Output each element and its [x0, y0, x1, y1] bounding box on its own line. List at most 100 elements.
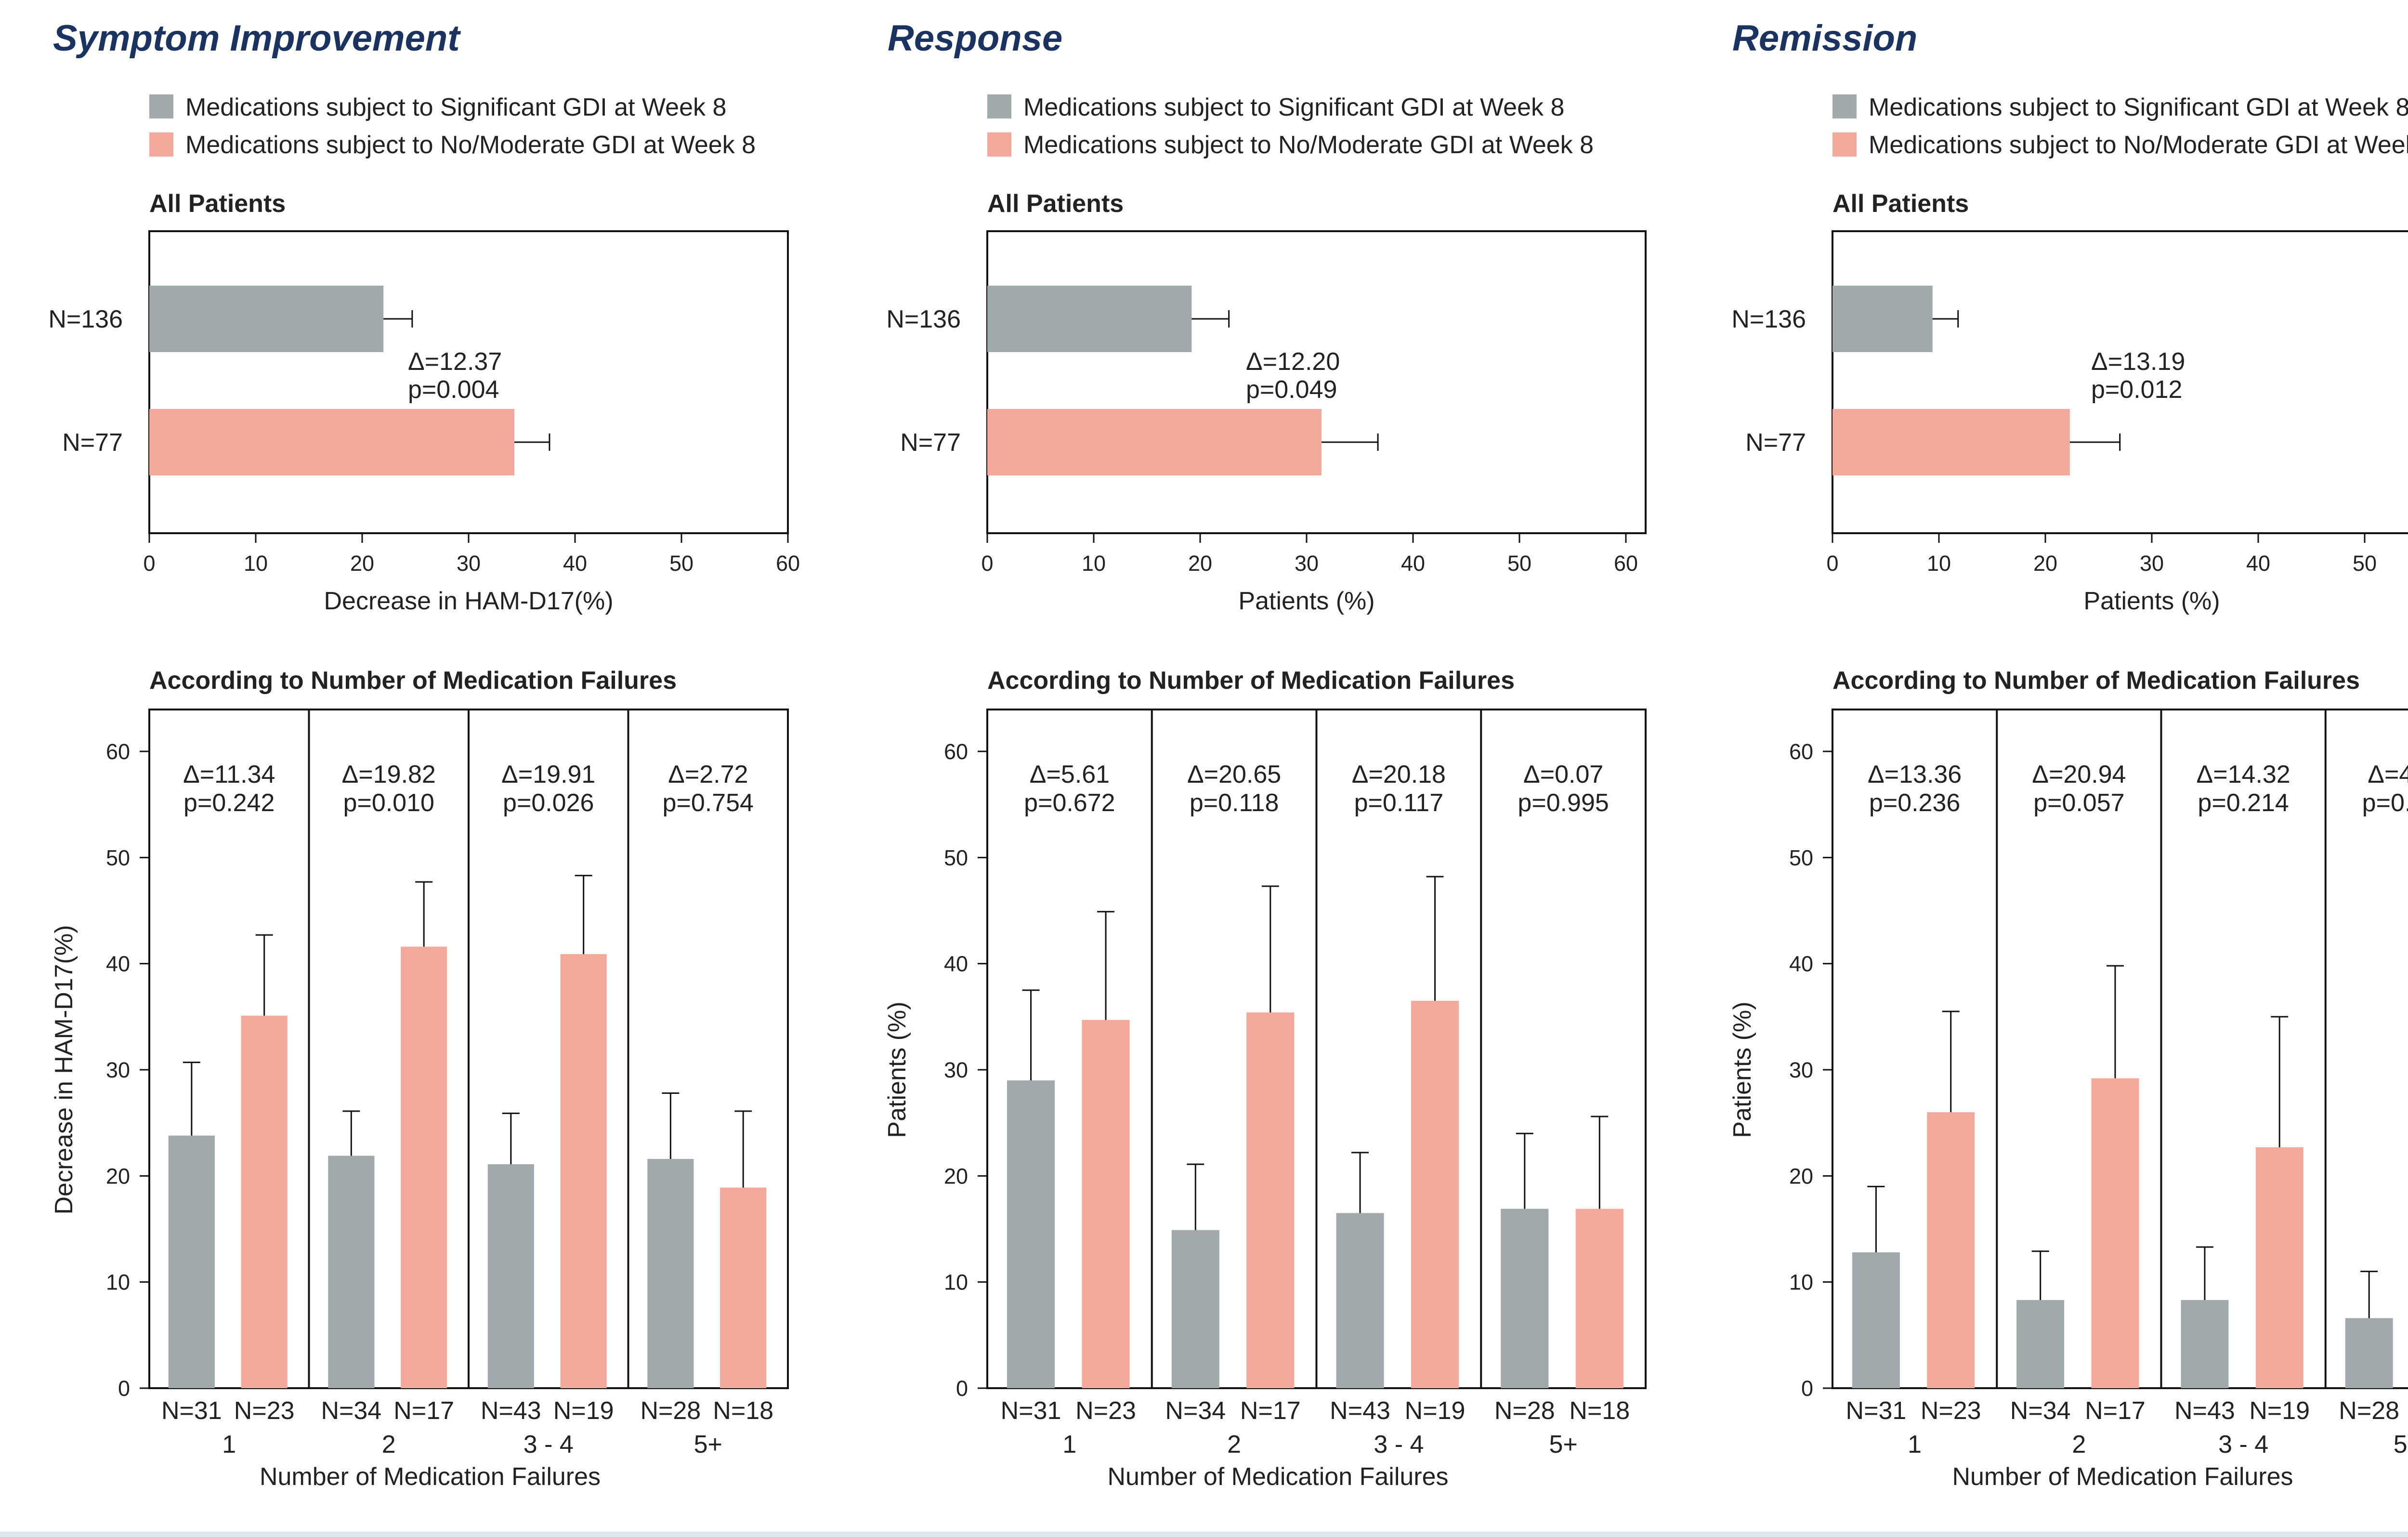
- x-tick-label: 40: [563, 551, 587, 576]
- y-tick-label: 0: [118, 1376, 130, 1401]
- y-tick-label: 20: [106, 1164, 130, 1188]
- failures-title: According to Number of Medication Failur…: [1832, 667, 2360, 695]
- bar-no-moderate: [1082, 1020, 1130, 1388]
- group-p-value: p=0.057: [2033, 789, 2124, 817]
- group-n-no-moderate: N=19: [553, 1397, 614, 1425]
- bar-significant: [168, 1135, 215, 1388]
- group-n-significant: N=43: [1330, 1397, 1390, 1425]
- x-tick-label: 50: [669, 551, 694, 576]
- group-category: 2: [1227, 1431, 1241, 1458]
- panel-response: Response Medications subject to Significa…: [883, 18, 1647, 1491]
- legend-swatch-no-moderate: [1832, 132, 1857, 157]
- p-value-annotation: p=0.049: [1246, 376, 1337, 404]
- bar-no-moderate: [560, 954, 607, 1388]
- x-tick-label: 50: [2353, 551, 2377, 576]
- y-tick-label: 0: [1801, 1376, 1813, 1401]
- group-n-significant: N=31: [1846, 1397, 1907, 1425]
- group-delta: Δ=5.61: [1030, 761, 1110, 788]
- group-n-significant: N=43: [2174, 1397, 2235, 1425]
- y-tick-label: 50: [1789, 845, 1813, 870]
- x-tick-label: 0: [143, 551, 155, 576]
- row-n-label: N=136: [886, 305, 961, 333]
- bar-significant: [1007, 1080, 1055, 1388]
- group-category: 1: [1062, 1431, 1076, 1458]
- group-category: 5+: [2394, 1431, 2408, 1458]
- plot-frame: [986, 230, 1647, 534]
- group-category: 1: [1908, 1431, 1922, 1458]
- group-delta: Δ=13.36: [1868, 761, 1962, 788]
- x-tick-label: 40: [2246, 551, 2270, 576]
- group-category: 5+: [694, 1431, 722, 1458]
- group-n-no-moderate: N=18: [1569, 1397, 1630, 1425]
- bar-no-moderate: [1927, 1112, 1975, 1388]
- y-tick-label: 20: [1789, 1164, 1813, 1188]
- all-patients-title: All Patients: [987, 190, 1124, 218]
- group-category: 2: [382, 1431, 396, 1458]
- y-tick-label: 60: [1789, 739, 1813, 764]
- y-tick-label: 10: [1789, 1270, 1813, 1295]
- legend-label-no-moderate: Medications subject to No/Moderate GDI a…: [185, 131, 756, 159]
- all-patients-title: All Patients: [149, 190, 286, 218]
- plot-frame: [1832, 230, 2408, 534]
- panel-symptom-improvement: Symptom Improvement Medications subject t…: [48, 18, 800, 1491]
- group-p-value: p=0.754: [663, 789, 754, 817]
- panel-title: Symptom Improvement: [53, 18, 461, 59]
- group-n-significant: N=31: [161, 1397, 222, 1425]
- x-tick-label: 30: [2140, 551, 2164, 576]
- group-delta: Δ=0.07: [1523, 761, 1603, 788]
- bar-no-moderate: [2091, 1078, 2139, 1388]
- x-tick-label: 20: [2033, 551, 2057, 576]
- panel-title: Response: [888, 18, 1062, 59]
- bar-significant: [1852, 1252, 1900, 1388]
- bar-no-moderate: [1411, 1000, 1459, 1388]
- y-tick-label: 30: [1789, 1058, 1813, 1082]
- bar-no-moderate: [987, 409, 1322, 475]
- group-n-significant: N=28: [2339, 1397, 2399, 1425]
- bar-significant: [1832, 286, 1933, 352]
- legend-label-no-moderate: Medications subject to No/Moderate GDI a…: [1869, 131, 2408, 159]
- bar-no-moderate: [1246, 1012, 1295, 1388]
- group-n-no-moderate: N=18: [713, 1397, 773, 1425]
- group-category: 5+: [1549, 1431, 1577, 1458]
- group-delta: Δ=19.82: [342, 761, 436, 788]
- group-p-value: p=0.995: [1518, 789, 1609, 817]
- y-tick-label: 20: [944, 1164, 968, 1188]
- bar-no-moderate: [241, 1015, 288, 1388]
- bar-significant: [149, 286, 384, 352]
- failures-title: According to Number of Medication Failur…: [987, 667, 1515, 695]
- group-delta: Δ=14.32: [2197, 761, 2290, 788]
- x-tick-label: 10: [1082, 551, 1106, 576]
- group-n-no-moderate: N=23: [1921, 1397, 1981, 1425]
- bar-significant: [1171, 1230, 1219, 1388]
- y-tick-label: 50: [944, 845, 968, 870]
- delta-annotation: Δ=12.20: [1246, 348, 1340, 376]
- y-tick-label: 10: [944, 1270, 968, 1295]
- y-tick-label: 40: [944, 952, 968, 976]
- row-n-label: N=77: [1745, 429, 1806, 457]
- x-tick-label: 30: [1295, 551, 1319, 576]
- group-n-significant: N=34: [321, 1397, 381, 1425]
- panel-remission: Remission Medications subject to Signific…: [1728, 18, 2408, 1491]
- group-n-no-moderate: N=19: [1405, 1397, 1466, 1425]
- y-tick-label: 0: [956, 1376, 968, 1401]
- y-axis-label: Decrease in HAM-D17(%): [50, 925, 78, 1214]
- group-n-significant: N=34: [2010, 1397, 2071, 1425]
- x-tick-label: 20: [350, 551, 374, 576]
- bar-significant: [328, 1156, 375, 1388]
- group-p-value: p=0.242: [183, 789, 275, 817]
- failures-x-label: Number of Medication Failures: [1107, 1463, 1448, 1491]
- group-delta: Δ=19.91: [501, 761, 595, 788]
- group-delta: Δ=20.18: [1352, 761, 1446, 788]
- failures-x-label: Number of Medication Failures: [1952, 1463, 2293, 1491]
- delta-annotation: Δ=13.19: [2091, 348, 2185, 376]
- group-n-significant: N=31: [1001, 1397, 1061, 1425]
- group-p-value: p=0.214: [2198, 789, 2289, 817]
- group-n-no-moderate: N=17: [2085, 1397, 2146, 1425]
- x-tick-label: 60: [1614, 551, 1638, 576]
- x-tick-label: 30: [457, 551, 481, 576]
- y-tick-label: 30: [106, 1058, 130, 1082]
- group-delta: Δ=2.72: [668, 761, 748, 788]
- group-p-value: p=0.010: [343, 789, 434, 817]
- p-value-annotation: p=0.012: [2091, 376, 2182, 404]
- group-delta: Δ=4.47: [2368, 761, 2408, 788]
